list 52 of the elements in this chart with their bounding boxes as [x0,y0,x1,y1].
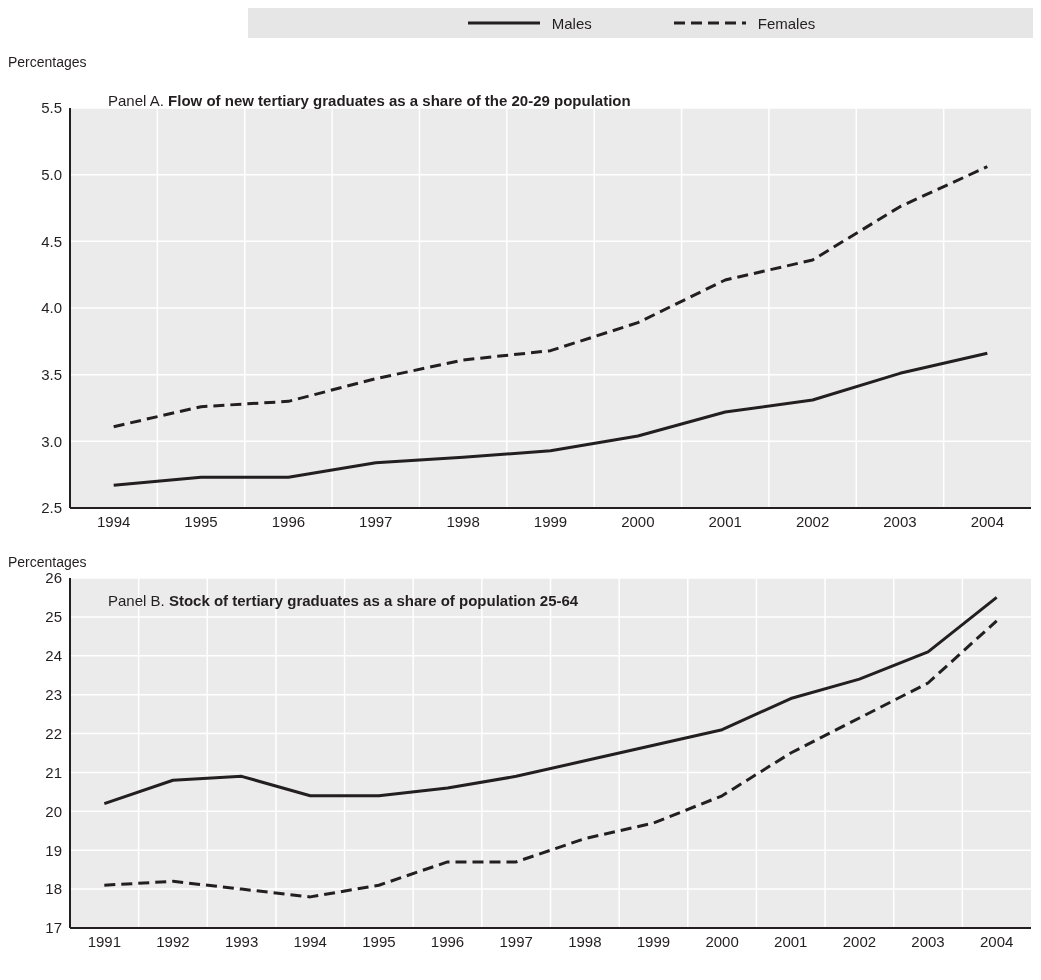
legend-label: Females [757,14,816,32]
x-tick-label: 2003 [911,932,945,950]
x-tick-label: 1999 [636,932,671,950]
x-tick-label: 1995 [184,512,218,530]
y-tick-label: 24 [45,647,62,665]
x-tick-label: 2002 [795,512,830,530]
x-tick-label: 1994 [293,932,327,950]
y-tick-label: 3.5 [41,365,62,383]
text: Panel B. Stock of tertiary graduates as a share of population 25-64 [108,592,579,609]
x-tick-label: 1998 [568,932,602,950]
y-tick-label: 2.5 [41,499,62,517]
x-tick-label: 2003 [883,512,917,530]
chart-title: Panel A. Flow of new tertiary graduates as a share of the 20-29 population [108,92,631,109]
y-tick-label: 5.5 [41,99,62,117]
y-tick-label: 26 [45,569,62,587]
x-tick-label: 1995 [362,932,396,950]
y-tick-label: 3.0 [41,432,62,450]
x-tick-label: 2002 [842,932,877,950]
x-tick-label: 2001 [774,932,808,950]
x-tick-label: 2004 [979,932,1014,950]
y-tick-label: 19 [45,841,62,859]
x-tick-label: 2001 [708,512,742,530]
y-tick-label: 17 [45,919,62,937]
line-series [102,595,999,806]
x-tick-label: 1998 [446,512,480,530]
legend-label: Males [551,14,592,32]
x-tick-label: 1996 [271,512,306,530]
y-tick-label: 5.0 [41,165,62,183]
x-tick-label: 1994 [96,512,131,530]
x-tick-label: 2000 [621,512,655,530]
x-tick-label: 1992 [156,932,190,950]
y-tick-label: 4.0 [41,299,62,317]
y-axis-title: Percentages [8,554,87,570]
y-tick-label: 4.5 [41,232,62,250]
x-tick-label: 2004 [970,512,1005,530]
x-tick-label: 1999 [533,512,568,530]
x-tick-label: 1997 [359,512,393,530]
x-tick-label: 1993 [224,932,259,950]
y-tick-label: 21 [45,763,62,781]
line-series [112,165,989,429]
x-tick-label: 1996 [430,932,465,950]
y-tick-label: 25 [45,608,62,626]
line-series [102,619,999,899]
y-tick-label: 22 [45,724,62,742]
line-series [112,351,989,487]
x-tick-label: 1991 [87,932,122,950]
x-tick-label: 2000 [705,932,739,950]
y-tick-label: 18 [45,880,62,898]
x-tick-label: 1997 [499,932,533,950]
y-axis-title: Percentages [8,54,87,70]
y-tick-label: 23 [45,685,62,703]
y-tick-label: 20 [45,802,62,820]
